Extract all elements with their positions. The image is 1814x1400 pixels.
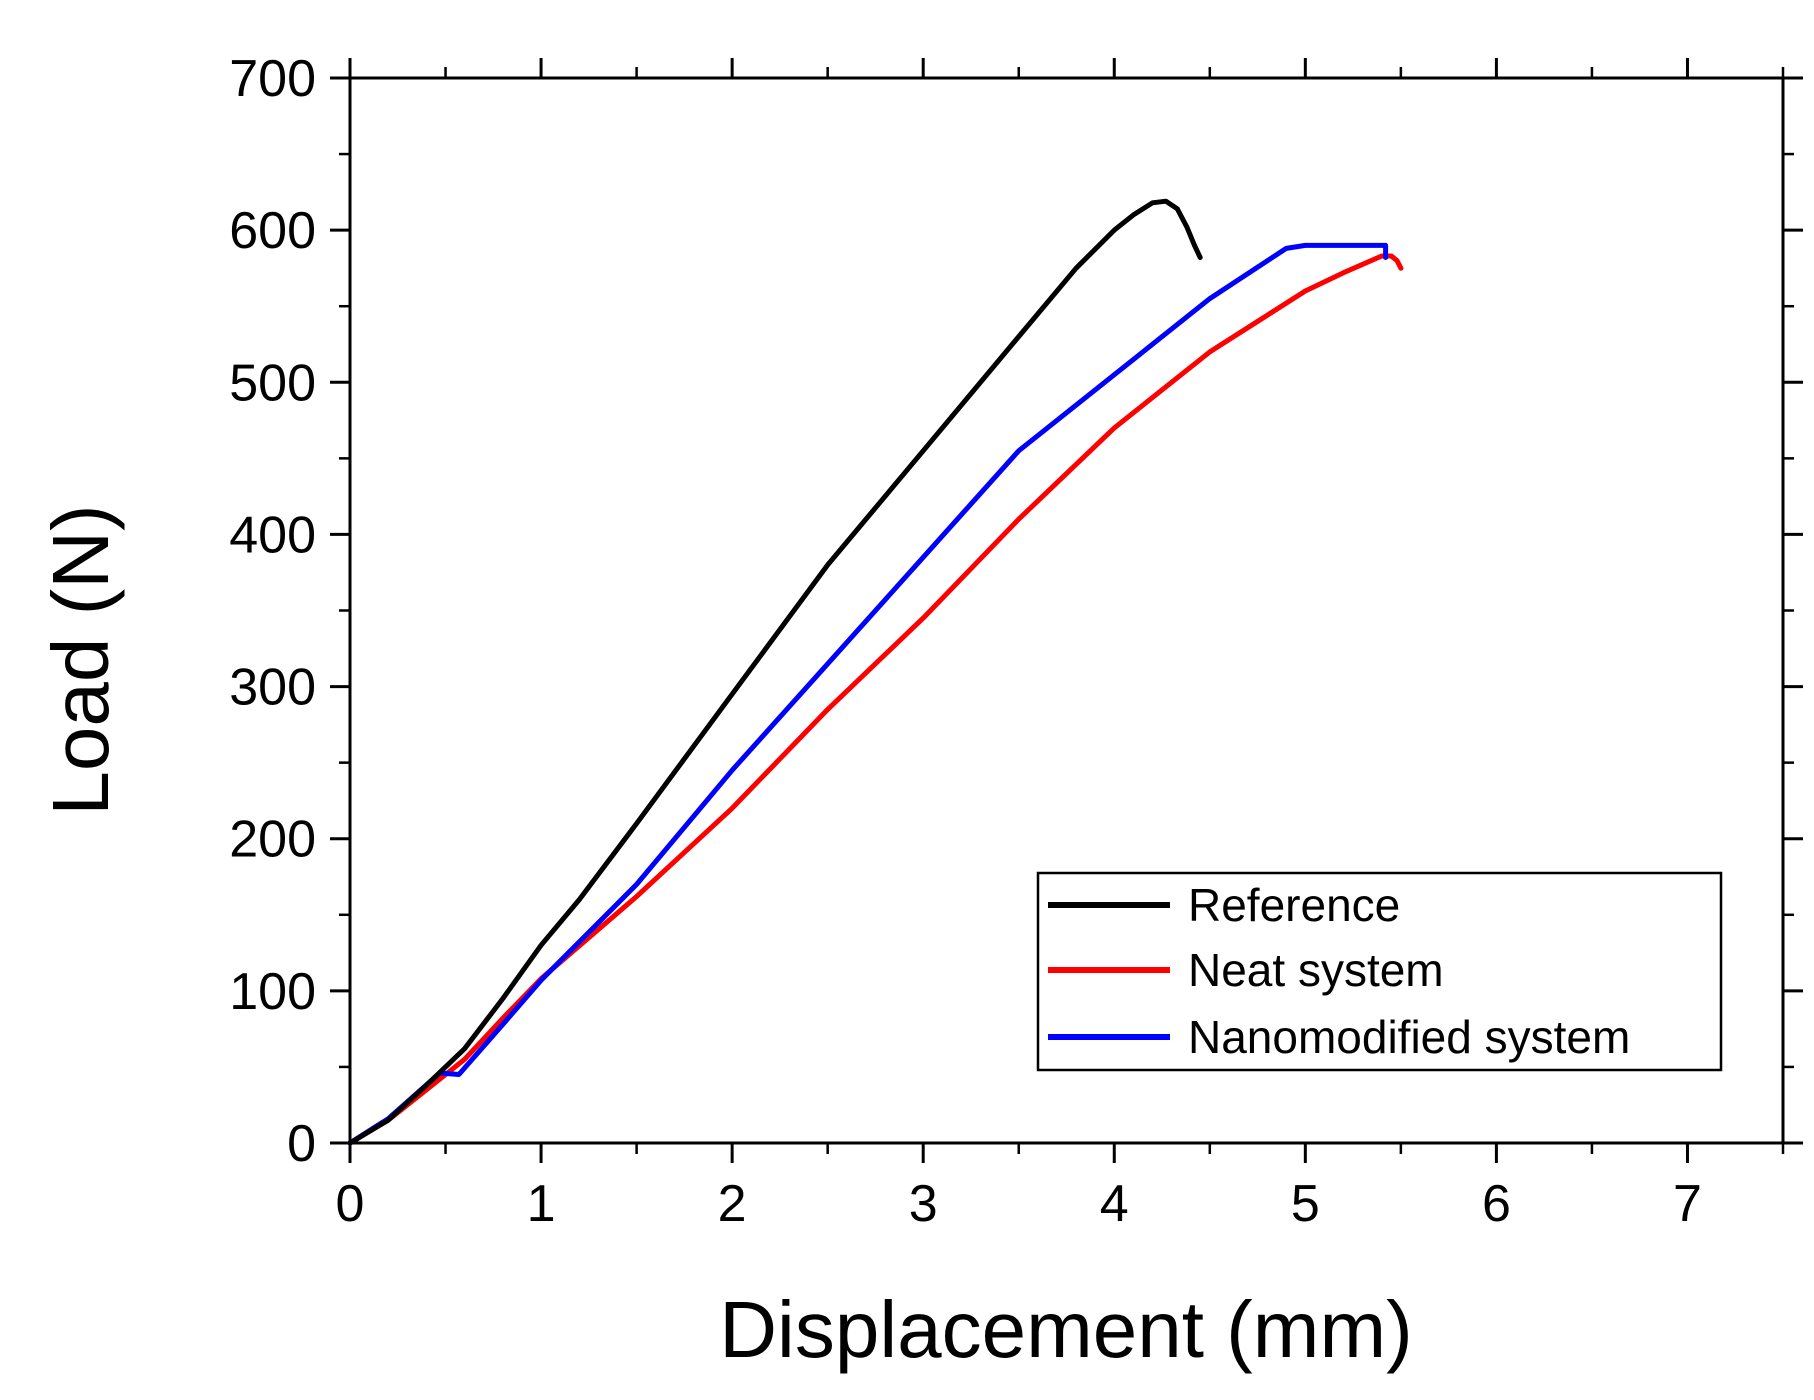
- y-tick-label: 200: [229, 811, 316, 869]
- series-line-reference: [347, 198, 1203, 1146]
- x-tick-label: 3: [909, 1175, 938, 1233]
- x-tick-label: 1: [527, 1175, 556, 1233]
- legend: Reference Neat system Nanomodified system: [1036, 871, 1723, 1072]
- legend-label-nanomodified-system: Nanomodified system: [1188, 1011, 1630, 1063]
- y-tick-label: 500: [229, 354, 316, 412]
- x-tick-label: 2: [718, 1175, 747, 1233]
- series-lines: [347, 198, 1404, 1146]
- plot-area-frame: [348, 76, 1785, 1145]
- x-tick-label: 5: [1291, 1175, 1320, 1233]
- y-tick-label: 700: [229, 50, 316, 108]
- x-tick-label: 4: [1100, 1175, 1129, 1233]
- y-tick-label: 100: [229, 963, 316, 1021]
- y-tick-label: 0: [287, 1115, 316, 1173]
- legend-label-reference: Reference: [1188, 879, 1400, 931]
- tick-labels: 0 1 2 3 4 5 6 7 0 100 200 300 400 500 600 700: [229, 50, 1702, 1233]
- legend-label-neat-system: Neat system: [1188, 944, 1444, 996]
- x-tick-label: 0: [336, 1175, 365, 1233]
- y-tick-label: 400: [229, 506, 316, 564]
- series-line-nanomodified-system: [347, 242, 1389, 1146]
- y-axis-title: Load (N): [36, 504, 125, 815]
- x-tick-label: 6: [1482, 1175, 1511, 1233]
- x-tick-label: 7: [1673, 1175, 1702, 1233]
- y-tick-label: 600: [229, 202, 316, 260]
- x-axis-title: Displacement (mm): [719, 1285, 1412, 1374]
- axis-ticks: [330, 58, 1803, 1163]
- series-line-neat-system: [347, 253, 1404, 1146]
- y-tick-label: 300: [229, 659, 316, 717]
